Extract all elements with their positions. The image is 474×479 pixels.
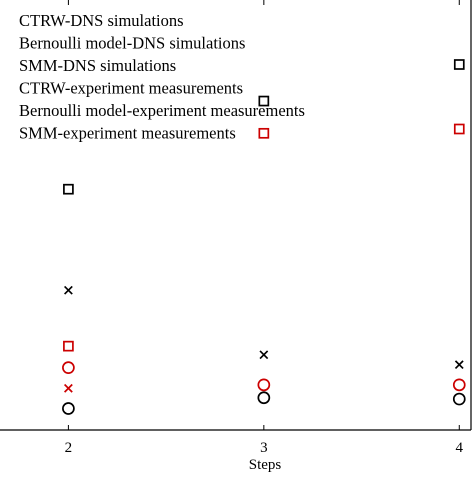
- x-tick-label: 2: [65, 440, 73, 456]
- x-marker-stroke: [64, 285, 73, 295]
- axes: [0, 0, 472, 431]
- data-point-circle-series-0: [452, 392, 466, 406]
- data-point-circle-series-3: [62, 361, 75, 374]
- data-point-circle-series-0: [257, 391, 271, 405]
- data-point-x-series-2: [454, 360, 464, 370]
- data-point-square-series-4: [453, 123, 465, 135]
- x-marker-stroke: [259, 350, 269, 360]
- x-ticks: 2 3 4: [65, 0, 464, 456]
- legend-entry: CTRW-DNS simulations: [19, 11, 184, 30]
- data-point-square-series-4: [63, 340, 74, 352]
- data-marks: [62, 59, 466, 415]
- x-marker-stroke: [454, 360, 464, 370]
- data-point-circle-series-0: [62, 402, 75, 415]
- x-axis-label: Steps: [249, 457, 282, 473]
- data-point-x-series-5: [64, 383, 73, 393]
- data-point-square-series-1: [63, 183, 74, 195]
- x-tick-label: 4: [456, 440, 464, 456]
- legend-entry: SMM-DNS simulations: [19, 56, 176, 75]
- data-point-square-series-4: [258, 127, 270, 139]
- data-point-circle-series-3: [452, 378, 466, 392]
- x-tick-label: 3: [260, 440, 268, 456]
- legend: CTRW-DNS simulations Bernoulli model-DNS …: [19, 11, 305, 143]
- legend-entry: CTRW-experiment measurements: [19, 79, 243, 98]
- x-marker-stroke: [64, 383, 73, 393]
- legend-entry: SMM-experiment measurements: [19, 124, 236, 143]
- data-point-square-series-1: [453, 59, 465, 70]
- legend-entry: Bernoulli model-experiment measurements: [19, 101, 305, 120]
- data-point-square-series-1: [258, 95, 270, 107]
- legend-entry: Bernoulli model-DNS simulations: [19, 34, 245, 53]
- data-point-x-series-2: [64, 285, 73, 295]
- data-point-circle-series-3: [257, 378, 271, 392]
- data-point-x-series-2: [259, 350, 269, 360]
